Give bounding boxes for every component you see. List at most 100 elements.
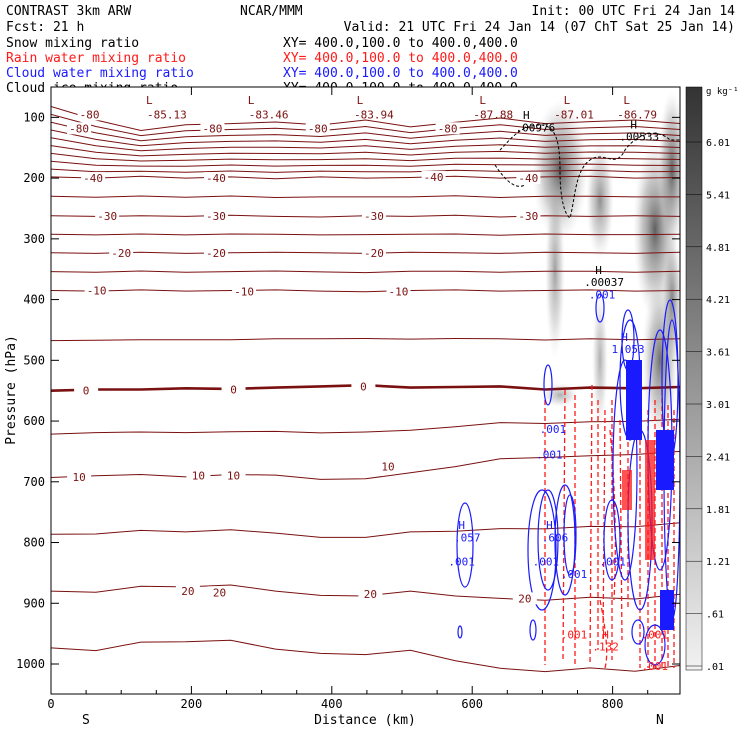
extremum-label: -86.79 xyxy=(617,109,657,122)
colorbar-label: 1.21 xyxy=(706,557,730,568)
contour-label-bg xyxy=(109,246,134,259)
colorbar-label: 3.01 xyxy=(706,400,730,411)
extremum-label: -87.88 xyxy=(473,109,513,122)
extremum-label: H xyxy=(602,628,609,641)
contour-label: -80 xyxy=(438,122,458,135)
legend-rain-label: Rain water mixing ratio xyxy=(6,51,186,66)
cloud-water-contour xyxy=(612,359,638,581)
contour-label-bg xyxy=(203,209,228,222)
extremum-label: L xyxy=(146,94,153,107)
cloud-water-core xyxy=(656,430,674,490)
temperature-contour xyxy=(51,195,680,199)
temperature-contour xyxy=(51,106,680,132)
rain-contour xyxy=(619,419,623,641)
contour-label-bg xyxy=(186,469,211,482)
contour-label: -30 xyxy=(364,210,384,223)
extremum-label: L xyxy=(357,94,364,107)
legend-cloud-water-xy: XY= 400.0,100.0 to 400.0,400.0 xyxy=(283,66,518,81)
contour-label: -20 xyxy=(206,247,226,260)
contour-label-bg xyxy=(361,209,386,222)
contour-label: -80 xyxy=(80,108,100,121)
contour-label-bg xyxy=(74,384,99,397)
extremum-label: .001 xyxy=(561,568,588,581)
temperature-contour xyxy=(51,175,680,180)
cloud-water-contour xyxy=(529,619,537,641)
temperature-contour xyxy=(51,113,680,137)
extremum-label: H xyxy=(621,331,628,344)
temperature-contour xyxy=(51,152,680,162)
extremum-label: -83.46 xyxy=(249,109,289,122)
contour-label-bg xyxy=(81,172,106,185)
cloud-water-contour xyxy=(457,625,463,639)
forecast-hour: Fcst: 21 h xyxy=(6,20,84,35)
temperature-contour xyxy=(51,233,680,236)
y-tick-label: 500 xyxy=(23,353,45,367)
extremum-label: .001 xyxy=(536,449,563,462)
temperature-contour xyxy=(51,168,680,173)
legend-snow-xy: XY= 400.0,100.0 to 400.0,400.0 xyxy=(283,36,518,51)
extremum-label: H xyxy=(458,519,465,532)
colorbar-label: 5.41 xyxy=(706,190,730,201)
contour-label: -80 xyxy=(203,122,223,135)
cloud-water-contour xyxy=(543,364,553,406)
colorbar-gradient xyxy=(685,86,703,671)
contour-label: -20 xyxy=(364,247,384,260)
plot-frame xyxy=(50,86,681,695)
temperature-contour xyxy=(51,289,680,293)
rain-core xyxy=(645,440,655,560)
colorbar-label: 2.41 xyxy=(706,452,730,463)
contour-label-bg xyxy=(203,246,228,259)
contour-label-bg xyxy=(516,172,541,185)
contour-label: 20 xyxy=(518,592,531,605)
y-tick-label: 300 xyxy=(23,232,45,246)
extremum-label: .057 xyxy=(454,531,481,544)
cloud-water-contour xyxy=(595,293,605,323)
contour-label-bg xyxy=(175,585,200,598)
rain-core xyxy=(622,470,632,510)
y-axis-title: Pressure (hPa) xyxy=(4,335,19,445)
extremum-label: .00037 xyxy=(584,276,624,289)
x-tick-label: 0 xyxy=(47,697,54,711)
extremum-label: H xyxy=(546,519,553,532)
x-axis-title: Distance (km) xyxy=(314,713,416,728)
extremum-label: .001 xyxy=(589,288,616,301)
cloud-water-core xyxy=(626,360,642,440)
extremum-label: -83.94 xyxy=(354,109,394,122)
temperature-contour xyxy=(51,337,680,342)
colorbar-label: 4.81 xyxy=(706,243,730,254)
contour-label-bg xyxy=(203,172,228,185)
colorbar-units: g kg⁻¹ xyxy=(706,87,739,97)
cloud-water-contour xyxy=(631,619,645,645)
cloud-water-contours xyxy=(456,293,680,666)
colorbar-label: 6.01 xyxy=(706,138,730,149)
contour-label-bg xyxy=(512,592,537,605)
cloud-ice-contour xyxy=(499,124,680,219)
temperature-contour xyxy=(51,160,680,167)
y-tick-label: 800 xyxy=(23,536,45,550)
extremum-label: -87.01 xyxy=(554,109,594,122)
extremum-label: L xyxy=(479,94,486,107)
colorbar-label: 1.81 xyxy=(706,505,730,516)
contour-label-bg xyxy=(375,460,400,473)
snow-shading xyxy=(532,90,680,440)
contour-label: 10 xyxy=(72,471,85,484)
contour-label-bg xyxy=(516,209,541,222)
x-tick-label: 800 xyxy=(602,697,624,711)
contour-label-bg xyxy=(77,108,102,121)
contour-label-bg xyxy=(386,285,411,298)
extremum-label: .00976 xyxy=(516,121,556,134)
init-time: Init: 00 UTC Fri 24 Jan 14 xyxy=(532,4,736,19)
extremum-label: .001 xyxy=(448,556,475,569)
temperature-contour xyxy=(51,450,680,480)
contour-label: 20 xyxy=(364,588,377,601)
extremum-label: L xyxy=(564,94,571,107)
legend-rain-xy: XY= 400.0,100.0 to 400.0,400.0 xyxy=(283,51,518,66)
extremum-label: .001 xyxy=(641,660,668,673)
contour-label: -40 xyxy=(424,171,444,184)
contour-label-bg xyxy=(435,122,460,135)
x-tick-label: 400 xyxy=(321,697,343,711)
valid-time: Valid: 21 UTC Fri 24 Jan 14 (07 ChT Sat … xyxy=(344,20,735,35)
contour-label-bg xyxy=(421,170,446,183)
x-tick-label: 600 xyxy=(461,697,483,711)
